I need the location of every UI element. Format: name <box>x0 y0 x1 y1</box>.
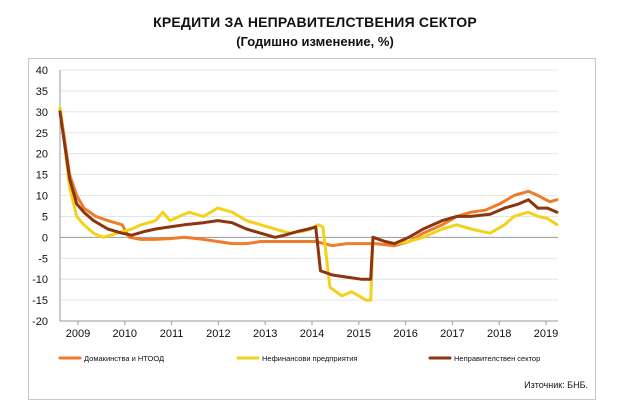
legend-label: Домакинства и НТООД <box>84 354 164 363</box>
x-tick-label: 2010 <box>113 328 137 340</box>
x-tick-label: 2014 <box>300 328 324 340</box>
y-tick-label: 35 <box>36 86 48 98</box>
x-tick-label: 2019 <box>534 328 558 340</box>
series-line-1 <box>58 106 559 248</box>
y-tick-label: 10 <box>36 191 48 203</box>
y-tick-label: -15 <box>32 295 48 307</box>
legend-label: Неправителствен сектор <box>454 354 540 363</box>
y-tick-label: 30 <box>36 107 48 119</box>
x-tick-label: 2017 <box>440 328 464 340</box>
y-tick-label: -10 <box>32 274 48 286</box>
y-tick-label: -20 <box>32 316 48 328</box>
legend-label: Нефинансови предприятия <box>262 354 357 363</box>
x-tick-label: 2013 <box>253 328 277 340</box>
y-tick-label: 20 <box>36 149 48 161</box>
y-tick-label: 40 <box>36 65 48 77</box>
y-tick-label: 5 <box>42 211 48 223</box>
y-tick-label: -5 <box>38 253 48 265</box>
x-tick-label: 2009 <box>66 328 90 340</box>
y-tick-label: 15 <box>36 170 48 182</box>
x-tick-label: 2016 <box>393 328 417 340</box>
x-tick-label: 2011 <box>160 328 184 340</box>
chart-subtitle: (Годишно изменение, %) <box>236 34 394 49</box>
source-note: Източник: БНБ. <box>524 380 588 390</box>
x-tick-label: 2012 <box>206 328 230 340</box>
x-tick-label: 2015 <box>347 328 371 340</box>
y-tick-label: 25 <box>36 128 48 140</box>
series-line-3 <box>58 110 559 281</box>
series-line-2 <box>58 106 559 302</box>
chart-title: КРЕДИТИ ЗА НЕПРАВИТЕЛСТВЕНИЯ СЕКТОР <box>153 14 477 30</box>
y-tick-label: 0 <box>42 232 48 244</box>
x-tick-label: 2018 <box>487 328 511 340</box>
